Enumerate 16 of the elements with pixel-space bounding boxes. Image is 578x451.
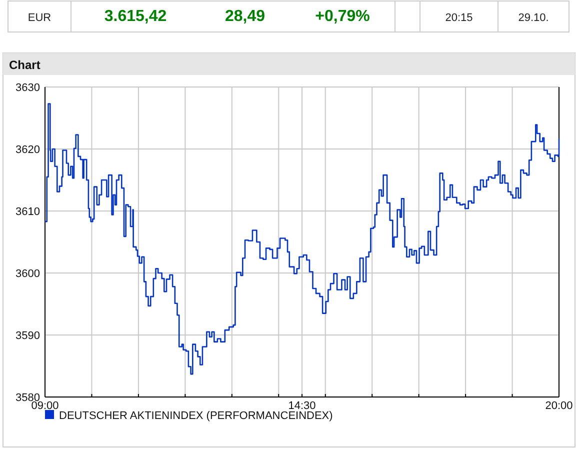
x-tick-label: 09:00 <box>31 400 59 412</box>
x-tick-label: 20:00 <box>545 400 573 412</box>
text: +0,79% <box>315 8 370 25</box>
y-tick-label: 3630 <box>16 82 40 94</box>
text: 3.615,42 <box>104 8 167 25</box>
y-tick-label: 3600 <box>16 268 40 280</box>
text: 28,49 <box>224 8 266 25</box>
x-tick-label: 14:30 <box>288 400 316 412</box>
y-tick-label: 3620 <box>16 144 40 156</box>
text: 20:15 <box>445 12 473 24</box>
text: EUR <box>28 12 52 24</box>
text: 29.10. <box>518 12 549 24</box>
y-tick-label: 3590 <box>16 330 40 342</box>
legend-label: DEUTSCHER AKTIENINDEX (PERFORMANCEINDEX) <box>59 410 333 422</box>
y-tick-label: 3610 <box>16 206 40 218</box>
chart-title: Chart <box>9 58 40 72</box>
